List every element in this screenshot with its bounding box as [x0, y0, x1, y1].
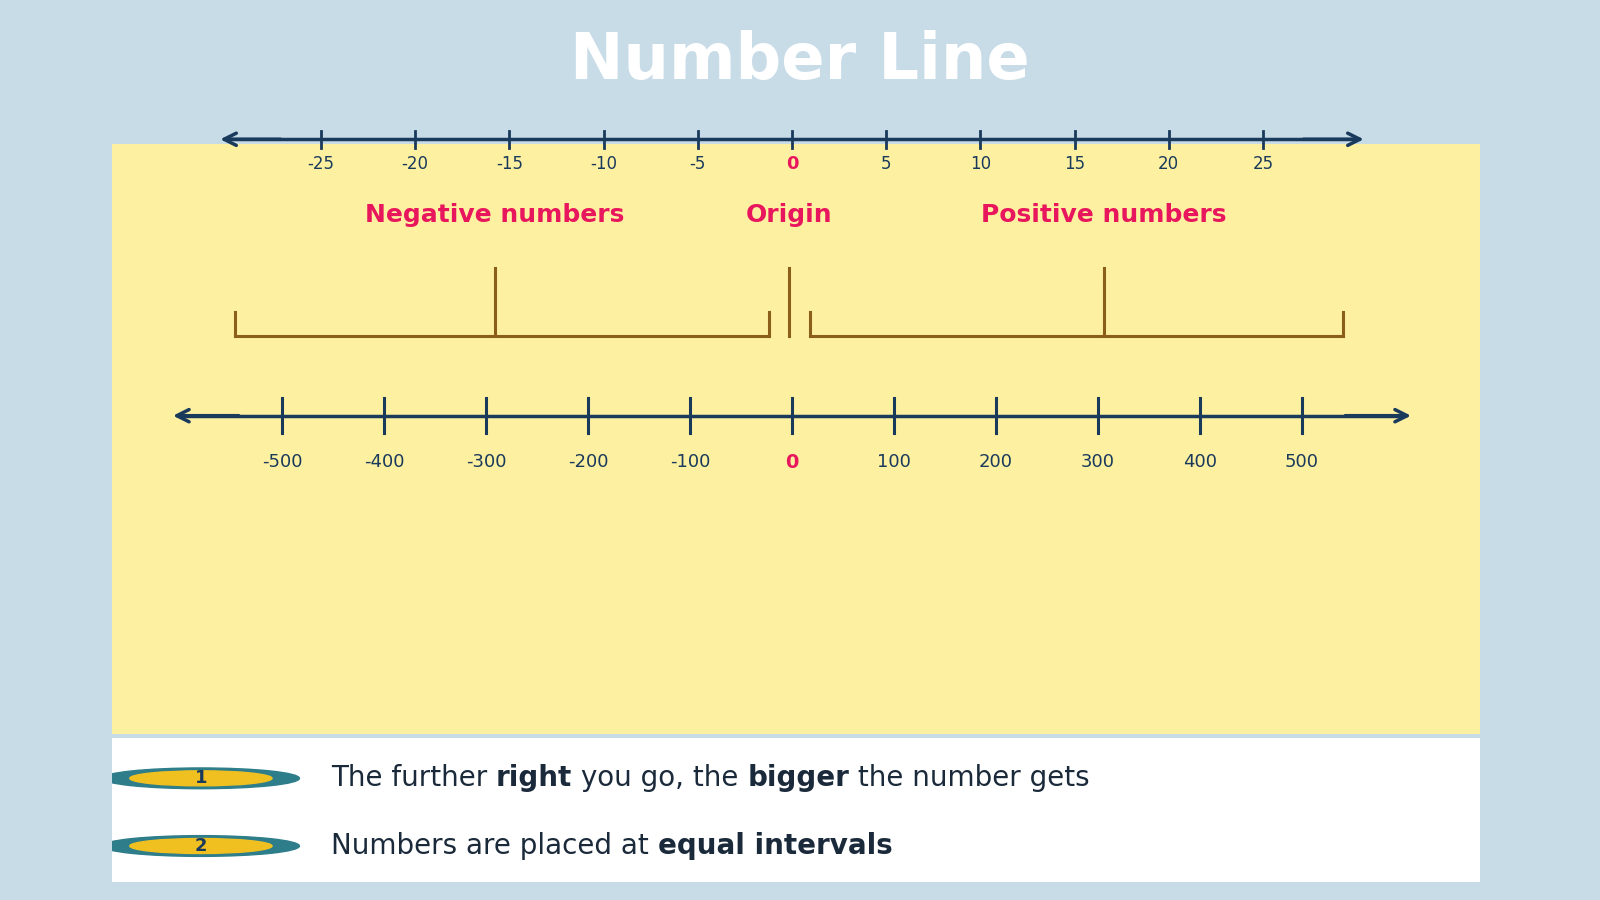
Circle shape [130, 839, 272, 853]
Text: -25: -25 [307, 156, 334, 174]
Text: 100: 100 [877, 453, 910, 471]
Text: 25: 25 [1253, 156, 1274, 174]
Circle shape [102, 768, 299, 788]
Text: Origin: Origin [746, 203, 832, 227]
Text: 400: 400 [1182, 453, 1216, 471]
Text: Number Line: Number Line [570, 30, 1030, 92]
Text: 20: 20 [1158, 156, 1179, 174]
Text: The further: The further [331, 764, 496, 792]
Text: right: right [496, 764, 573, 792]
Text: 5: 5 [882, 156, 891, 174]
Text: -500: -500 [262, 453, 302, 471]
Text: Numbers are placed at: Numbers are placed at [331, 832, 658, 860]
Text: -300: -300 [466, 453, 507, 471]
FancyBboxPatch shape [91, 736, 1501, 884]
Text: -400: -400 [365, 453, 405, 471]
Text: -5: -5 [690, 156, 706, 174]
Text: the number gets: the number gets [850, 764, 1090, 792]
Text: -200: -200 [568, 453, 608, 471]
Text: 10: 10 [970, 156, 990, 174]
Text: 0: 0 [786, 156, 798, 174]
Circle shape [130, 770, 272, 786]
Text: 2: 2 [195, 837, 206, 855]
Text: Positive numbers: Positive numbers [981, 203, 1227, 227]
Text: 15: 15 [1064, 156, 1085, 174]
FancyBboxPatch shape [98, 138, 1494, 740]
Text: you go, the: you go, the [573, 764, 747, 792]
Text: Negative numbers: Negative numbers [365, 203, 624, 227]
Text: 300: 300 [1082, 453, 1115, 471]
Text: equal intervals: equal intervals [658, 832, 893, 860]
Text: -15: -15 [496, 156, 523, 174]
Circle shape [102, 835, 299, 857]
Text: 500: 500 [1285, 453, 1318, 471]
Text: -10: -10 [590, 156, 618, 174]
Text: bigger: bigger [747, 764, 850, 792]
Text: 200: 200 [979, 453, 1013, 471]
Text: 0: 0 [786, 453, 798, 472]
Text: 1: 1 [195, 770, 206, 788]
Text: -20: -20 [402, 156, 429, 174]
Text: -100: -100 [670, 453, 710, 471]
